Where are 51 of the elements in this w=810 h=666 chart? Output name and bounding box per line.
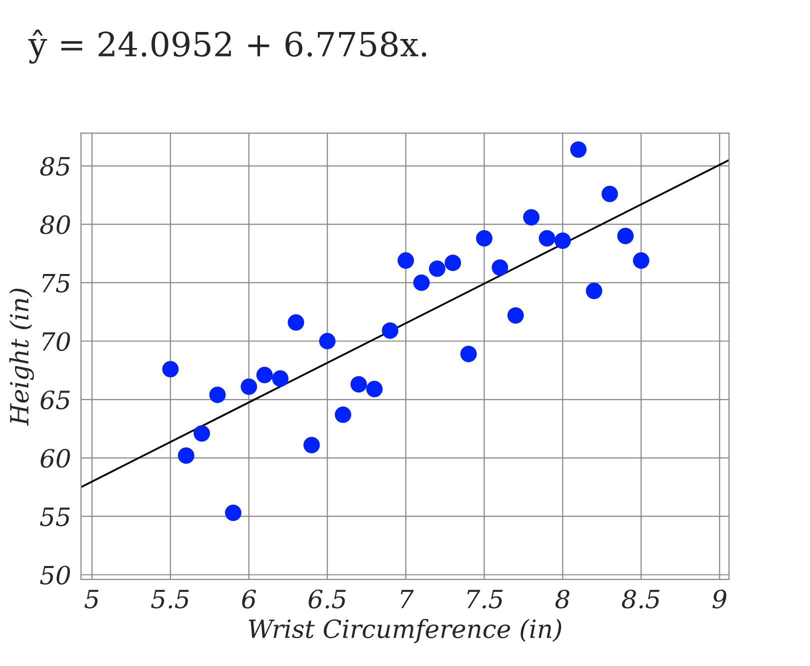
point	[460, 346, 477, 362]
x-tick-label: 5.5	[151, 590, 189, 608]
point	[617, 228, 634, 244]
point	[303, 436, 320, 454]
point	[319, 332, 336, 350]
point	[366, 380, 383, 398]
point	[507, 307, 524, 324]
x-tick-label: 8.5	[622, 590, 660, 608]
x-tick-label: 7.5	[467, 590, 503, 608]
point	[538, 230, 556, 247]
x-tick-label: 9	[712, 590, 726, 608]
y-tick-label: 80	[40, 215, 70, 234]
y-tick-label: 60	[40, 448, 70, 468]
x-tick-label: 6	[242, 590, 256, 608]
point	[209, 386, 226, 404]
x-tick-label: 7	[400, 590, 414, 608]
x-tick-label: 8	[555, 590, 570, 608]
point	[178, 447, 194, 464]
point	[398, 252, 414, 269]
x-tick-label: 6.5	[308, 590, 346, 608]
point	[382, 322, 398, 339]
point	[476, 230, 492, 247]
point	[492, 259, 508, 276]
y-tick-label: 70	[42, 332, 70, 351]
y-tick-label: 50	[40, 566, 70, 585]
chart-title: ŷ = 24.0952 + 6.7758x.	[28, 30, 426, 64]
y-tick-label: 55	[40, 508, 70, 526]
point	[288, 314, 304, 331]
point	[272, 370, 288, 387]
point	[523, 209, 540, 226]
point	[586, 282, 602, 300]
y-tick-label: 75	[42, 274, 70, 293]
y-tick-label: 85	[40, 156, 70, 176]
point	[334, 406, 352, 423]
point	[162, 360, 179, 378]
point	[570, 141, 587, 158]
y-axis-title: Height (in)	[9, 288, 34, 426]
point	[256, 366, 273, 384]
point	[602, 186, 618, 202]
point	[554, 232, 571, 249]
point	[224, 504, 242, 522]
x-tick-label: 5	[84, 590, 98, 608]
x-axis-title: Wrist Circumference (in)	[248, 618, 562, 644]
point	[413, 274, 430, 291]
point	[632, 252, 650, 269]
point	[350, 376, 367, 393]
point	[240, 378, 258, 395]
y-tick-label: 65	[40, 390, 70, 410]
point	[444, 254, 462, 272]
point	[194, 425, 210, 442]
point	[428, 260, 446, 277]
